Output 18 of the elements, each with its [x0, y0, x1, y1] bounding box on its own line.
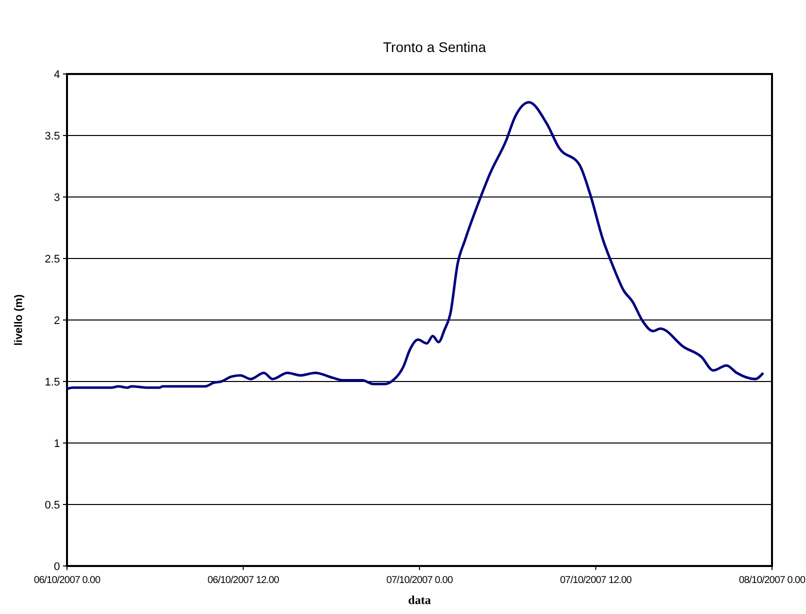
chart-title: Tronto a Sentina: [383, 39, 486, 55]
x-tick-label: 06/10/2007 0.00: [34, 575, 101, 586]
x-axis-title: data: [408, 593, 431, 607]
x-tick-label: 06/10/2007 12.00: [208, 575, 280, 586]
y-tick-label: 2.5: [44, 253, 60, 266]
y-axis-title: livello (m): [13, 294, 25, 346]
y-tick-label: 1.5: [44, 376, 60, 388]
y-tick-label: 0: [54, 560, 60, 573]
x-tick-label: 07/10/2007 12.00: [560, 575, 632, 586]
line-series: [66, 101, 764, 390]
y-tick-label: 4: [54, 68, 60, 81]
x-tick-label: 08/10/2007 0.00: [738, 575, 806, 586]
y-tick-label: 0.5: [44, 499, 60, 512]
x-tick-label: 07/10/2007 0.00: [386, 575, 454, 586]
y-tick-label: 2: [54, 314, 60, 327]
y-tick-label: 1: [54, 438, 60, 450]
y-tick-label: 3: [54, 192, 60, 204]
y-tick-label: 3.5: [44, 130, 60, 142]
